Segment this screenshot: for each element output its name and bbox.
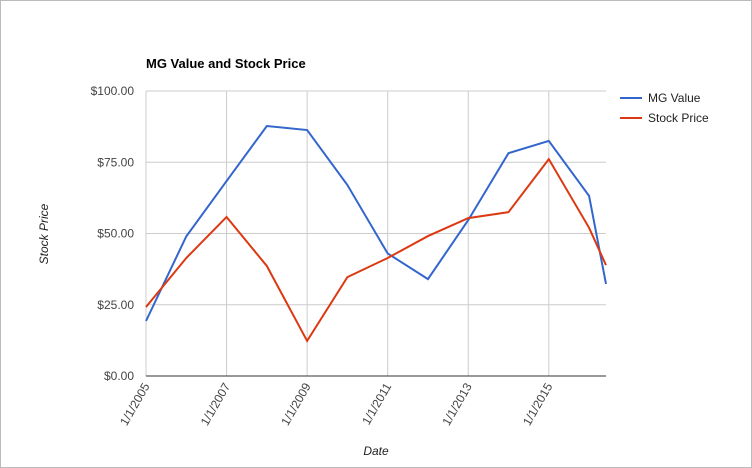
- legend-label: Stock Price: [648, 111, 709, 125]
- x-axis-title: Date: [363, 444, 389, 458]
- y-tick-label: $100.00: [91, 84, 135, 98]
- y-axis-title: Stock Price: [37, 203, 51, 264]
- legend-label: MG Value: [648, 91, 701, 105]
- chart-title: MG Value and Stock Price: [146, 56, 306, 71]
- y-tick-label: $0.00: [104, 369, 134, 383]
- y-tick-label: $75.00: [97, 155, 134, 169]
- y-tick-label: $50.00: [97, 227, 134, 241]
- series-line: [145, 125, 607, 322]
- series-line: [145, 157, 607, 343]
- y-tick-label: $25.00: [97, 298, 134, 312]
